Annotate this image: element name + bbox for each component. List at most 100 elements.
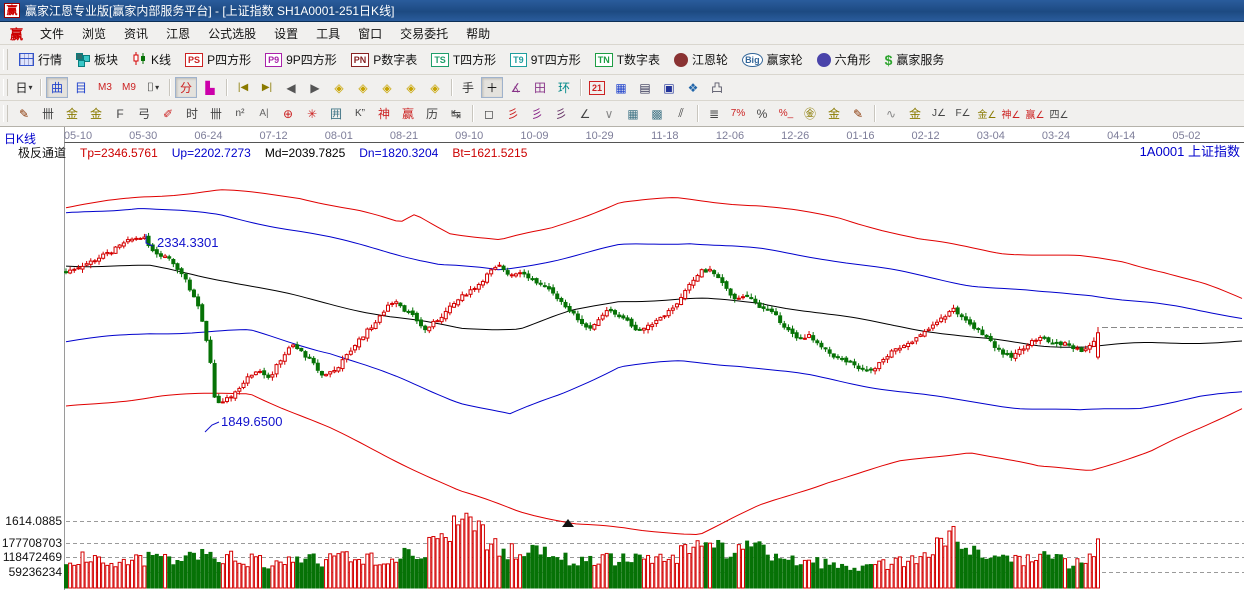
info-list-icon[interactable]: 目 xyxy=(70,77,92,98)
chart-area[interactable]: 05-10 05-30 06-24 07-12 08-01 08-21 09-10 10-09… xyxy=(0,127,1244,590)
9t-square-button[interactable]: T9 9T四方形 xyxy=(503,48,588,71)
winner-service-button[interactable]: $ 赢家服务 xyxy=(878,48,952,71)
pan-hand-icon[interactable]: 手 xyxy=(457,77,479,98)
quotes-button[interactable]: 行情 xyxy=(12,48,69,71)
gann-wheel-button[interactable]: 江恩轮 xyxy=(667,48,735,71)
print-icon[interactable]: 凸 xyxy=(706,77,728,98)
title-bar[interactable]: 赢 赢家江恩专业版[赢家内部服务平台] - [上证指数 SH1A0001-251… xyxy=(0,0,1244,22)
menu-item-窗口[interactable]: 窗口 xyxy=(358,26,383,41)
shen-angle-icon[interactable]: 神∠ xyxy=(1000,103,1022,124)
gold-angle-icon[interactable]: 金∠ xyxy=(976,103,998,124)
toolbar-grip[interactable] xyxy=(3,49,8,70)
notes-icon[interactable]: ▤ xyxy=(634,77,656,98)
zigzag-icon[interactable]: ∨ xyxy=(598,103,620,124)
fib-f-icon[interactable]: F xyxy=(109,103,131,124)
star-burst-icon[interactable]: ✳ xyxy=(301,103,323,124)
menu-item-设置[interactable]: 设置 xyxy=(274,26,299,41)
t-square-button[interactable]: TS T四方形 xyxy=(424,48,503,71)
shen-tool-icon[interactable]: 神 xyxy=(373,103,395,124)
menu-item-交易委托[interactable]: 交易委托 xyxy=(400,26,449,41)
brush-icon[interactable]: ✎ xyxy=(847,103,869,124)
fan-lines-icon[interactable]: 彡 xyxy=(502,103,524,124)
calculator-icon[interactable]: ▦ xyxy=(610,77,632,98)
wave-9-icon[interactable]: M9 xyxy=(118,77,140,98)
angle-measure-icon[interactable]: ∡ xyxy=(505,77,527,98)
time-grid-icon[interactable]: 卌 xyxy=(37,103,59,124)
draw-pencil-icon[interactable]: ✎ xyxy=(13,103,35,124)
expand-horizontal-icon[interactable]: ◈ xyxy=(376,77,398,98)
time-cycle-icon[interactable]: 时 xyxy=(181,103,203,124)
percent-icon[interactable]: % xyxy=(751,103,773,124)
overlay-curve-icon[interactable]: 曲 xyxy=(46,77,68,98)
gold-line-icon[interactable]: 金 xyxy=(823,103,845,124)
grid-box-icon[interactable]: 囲 xyxy=(325,103,347,124)
red-pencil-icon[interactable]: ✐ xyxy=(157,103,179,124)
j-angle-icon[interactable]: J∠ xyxy=(928,103,950,124)
9p-square-button[interactable]: P9 9P四方形 xyxy=(258,48,344,71)
f-angle-icon[interactable]: F∠ xyxy=(952,103,974,124)
span-measure-icon[interactable]: ↹ xyxy=(445,103,467,124)
gold-ratio-a-icon[interactable]: 金 xyxy=(61,103,83,124)
expand-right-icon[interactable]: ◈ xyxy=(352,77,374,98)
gann-box-icon[interactable]: 田 xyxy=(529,77,551,98)
gold-ratio-b-icon[interactable]: 金 xyxy=(85,103,107,124)
spiral-tool-icon[interactable]: 弓 xyxy=(133,103,155,124)
menu-item-浏览[interactable]: 浏览 xyxy=(82,26,107,41)
t-table-button[interactable]: TN T数字表 xyxy=(588,48,667,71)
compress-horizontal-icon[interactable]: ◈ xyxy=(400,77,422,98)
data-download-icon[interactable]: ❖ xyxy=(682,77,704,98)
menu-item-文件[interactable]: 文件 xyxy=(40,26,65,41)
square-n2-icon[interactable]: n² xyxy=(229,103,251,124)
save-icon[interactable]: ▣ xyxy=(658,77,680,98)
compress-all-icon[interactable]: ◈ xyxy=(424,77,446,98)
volume-histogram-icon[interactable]: ▙ xyxy=(199,77,221,98)
expand-left-icon[interactable]: ◈ xyxy=(328,77,350,98)
gann-grid-arrow-icon[interactable]: ▩ xyxy=(646,103,668,124)
minute-chart-icon[interactable]: 分 xyxy=(175,77,197,98)
fan-box-icon[interactable]: 彡 xyxy=(526,103,548,124)
percent-line-icon[interactable]: %_ xyxy=(775,103,797,124)
wave-band-icon[interactable]: ∿ xyxy=(880,103,902,124)
calendar-icon[interactable]: 21 xyxy=(586,77,608,98)
menu-item-江恩[interactable]: 江恩 xyxy=(166,26,191,41)
k-mark-icon[interactable]: K” xyxy=(349,103,371,124)
menu-item-工具[interactable]: 工具 xyxy=(316,26,341,41)
menu-item-公式选股[interactable]: 公式选股 xyxy=(208,26,257,41)
gold-circle-icon[interactable]: ㊎ xyxy=(799,103,821,124)
ying-tool-icon[interactable]: 赢 xyxy=(397,103,419,124)
menu-item-资讯[interactable]: 资讯 xyxy=(124,26,149,41)
circle-cross-icon[interactable]: ⊕ xyxy=(277,103,299,124)
gann-grid-icon[interactable]: ▦ xyxy=(622,103,644,124)
winner-wheel-button[interactable]: Big 赢家轮 xyxy=(735,48,810,71)
candle-style-dropdown[interactable]: ⌷ ▾ xyxy=(142,77,164,98)
angle-lines-icon[interactable]: ∠ xyxy=(574,103,596,124)
next-bar-icon[interactable]: ▶ xyxy=(304,77,326,98)
text-note-icon[interactable]: A| xyxy=(253,103,275,124)
kline-period-dropdown[interactable]: 日 ▾ xyxy=(13,77,35,98)
first-bar-icon[interactable]: |◀ xyxy=(232,77,254,98)
prev-bar-icon[interactable]: ◀ xyxy=(280,77,302,98)
box-tool-icon[interactable]: ◻ xyxy=(478,103,500,124)
crosshair-icon[interactable]: ＋ xyxy=(481,77,503,98)
hexagon-button[interactable]: 六角形 xyxy=(810,48,878,71)
kline-button[interactable]: K线 xyxy=(125,48,178,72)
percent-zone-icon[interactable]: 7% xyxy=(727,103,749,124)
ying-angle-icon[interactable]: 赢∠ xyxy=(1024,103,1046,124)
toolbar-grip[interactable] xyxy=(3,104,8,123)
spiral-net-icon[interactable]: 环 xyxy=(553,77,575,98)
fan-grid-icon[interactable]: 彡 xyxy=(550,103,572,124)
sectors-button[interactable]: 板块 xyxy=(69,48,125,71)
bar-count-icon[interactable]: 卌 xyxy=(205,103,227,124)
si-angle-icon[interactable]: 四∠ xyxy=(1048,103,1070,124)
parallel-lines-icon[interactable]: ⫽ xyxy=(670,103,692,124)
last-bar-icon[interactable]: ▶| xyxy=(256,77,278,98)
wave-3-icon[interactable]: M3 xyxy=(94,77,116,98)
app-menu-icon[interactable]: 赢 xyxy=(10,26,24,42)
gold-underline-icon[interactable]: 金 xyxy=(904,103,926,124)
calendar-ruler-icon[interactable]: 历 xyxy=(421,103,443,124)
p-table-button[interactable]: PN P数字表 xyxy=(344,48,425,71)
toolbar-grip[interactable] xyxy=(3,78,8,97)
menu-item-帮助[interactable]: 帮助 xyxy=(466,26,491,41)
ladder-icon[interactable]: ≣ xyxy=(703,103,725,124)
p-square-button[interactable]: PS P四方形 xyxy=(178,48,258,71)
